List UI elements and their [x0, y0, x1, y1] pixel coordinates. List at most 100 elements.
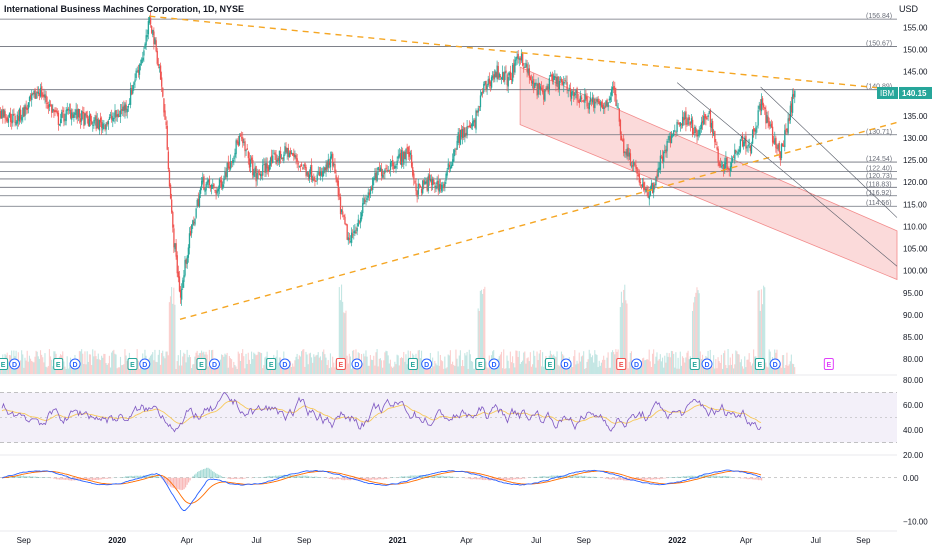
macd-hist-bar [241, 478, 242, 479]
x-tick-label: 2020 [108, 536, 126, 545]
volume-bar [238, 352, 239, 374]
candle-body [4, 111, 5, 118]
candle-body [341, 210, 342, 212]
volume-bar [733, 368, 734, 374]
macd-hist-bar [316, 477, 317, 478]
volume-bar [500, 354, 501, 374]
candle-body [2, 109, 3, 117]
macd-hist-bar [484, 478, 485, 480]
candle-body [358, 220, 359, 227]
candle-body [580, 96, 581, 102]
candle-body [756, 126, 757, 127]
volume-bar [139, 369, 140, 374]
volume-bar [700, 351, 701, 374]
volume-bar [461, 366, 462, 374]
macd-hist-bar [235, 478, 236, 479]
volume-bar [434, 361, 435, 374]
candle-body [224, 171, 225, 179]
volume-bar [680, 352, 681, 374]
candle-body [88, 119, 89, 126]
volume-bar [20, 360, 21, 374]
volume-bar [315, 355, 316, 374]
volume-bar [591, 357, 592, 374]
macd-hist-bar [137, 476, 138, 478]
volume-bar [51, 360, 52, 374]
candle-body [68, 109, 69, 110]
candle-body [398, 156, 399, 159]
macd-hist-bar [181, 478, 182, 490]
candle-body [114, 111, 115, 118]
candle-body [311, 165, 312, 180]
volume-bar [92, 349, 93, 374]
candle-body [264, 163, 265, 172]
candle-body [768, 117, 769, 122]
macd-tick-label: 0.00 [903, 474, 919, 483]
volume-bar [663, 368, 664, 374]
macd-hist-bar [442, 476, 443, 478]
candle-body [323, 167, 324, 173]
candle-body [442, 186, 443, 187]
volume-bar [63, 362, 64, 374]
volume-bar [172, 304, 173, 374]
x-tick-label: 2022 [668, 536, 686, 545]
volume-bar [114, 354, 115, 374]
volume-bar [659, 359, 660, 374]
candle-body [556, 77, 557, 84]
macd-hist-bar [583, 476, 584, 478]
candle-body [424, 182, 425, 185]
candle-body [532, 81, 533, 84]
macd-line [2, 470, 761, 510]
candle-body [181, 289, 182, 300]
y-tick-label: 150.00 [903, 45, 928, 54]
event-label: E [826, 362, 831, 369]
candle-body [384, 170, 385, 173]
candle-body [745, 136, 746, 149]
volume-bar [524, 351, 525, 374]
candle-body [518, 54, 519, 59]
candle-body [505, 71, 506, 73]
candle-body [656, 175, 657, 179]
volume-bar [471, 361, 472, 374]
candle-body [460, 130, 461, 145]
candle-body [151, 26, 152, 33]
macd-hist-bar [688, 476, 689, 478]
volume-bar [488, 368, 489, 374]
volume-bar [108, 363, 109, 374]
candle-body [267, 164, 268, 169]
candle-body [602, 105, 603, 109]
candle-body [334, 164, 335, 173]
macd-hist-bar [754, 478, 755, 480]
candle-body [204, 190, 205, 192]
volume-bar [644, 360, 645, 374]
macd-hist-bar [665, 478, 666, 479]
macd-hist-bar [370, 478, 371, 481]
candle-body [764, 108, 765, 110]
volume-bar [394, 362, 395, 374]
candle-body [678, 123, 679, 124]
candle-body [552, 74, 553, 81]
volume-bar [309, 353, 310, 374]
candle-body [177, 255, 178, 273]
volume-bar [304, 367, 305, 374]
candle-body [339, 195, 340, 196]
candle-body [484, 81, 485, 84]
x-tick-label: Sep [297, 536, 312, 545]
volume-bar [262, 368, 263, 374]
volume-bar [321, 360, 322, 374]
candle-body [42, 95, 43, 97]
volume-bar [294, 360, 295, 374]
volume-bar [179, 366, 180, 374]
candle-body [776, 148, 777, 149]
macd-hist-bar [337, 478, 338, 479]
volume-bar [596, 355, 597, 374]
volume-bar [651, 367, 652, 374]
candle-body [218, 189, 219, 192]
volume-bar [440, 355, 441, 374]
candle-body [268, 167, 269, 172]
candle-body [541, 88, 542, 90]
macd-hist-bar [415, 475, 416, 478]
volume-bar [669, 353, 670, 374]
macd-hist-bar [314, 477, 315, 478]
volume-bar [720, 363, 721, 374]
candle-body [301, 164, 302, 166]
